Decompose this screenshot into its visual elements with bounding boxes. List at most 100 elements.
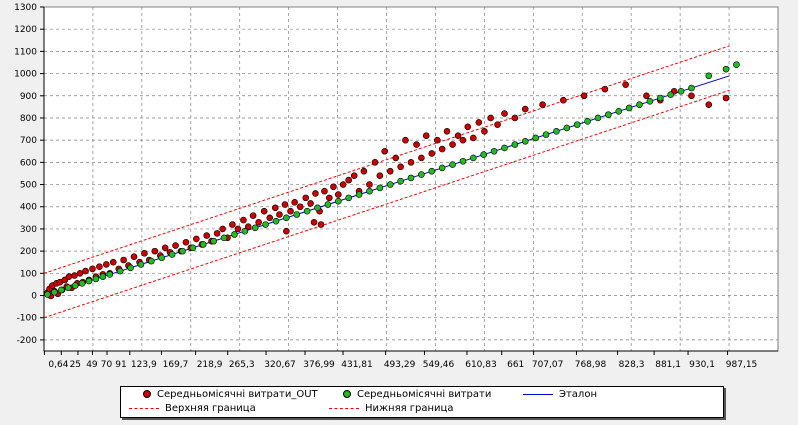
out-data-point: [310, 218, 318, 226]
x-tick-label: 987,15: [726, 360, 758, 370]
out-data-point: [291, 199, 298, 206]
legend-swatch-upper-dashed: [129, 407, 159, 409]
x-tick-label: 123,9: [131, 360, 157, 370]
actual-data-point: [199, 241, 207, 248]
out-data-point: [330, 183, 337, 191]
actual-data-point: [148, 257, 155, 265]
actual-data-point: [677, 88, 685, 95]
legend-item-lower: Нижняя граница: [329, 402, 453, 416]
out-data-point: [283, 227, 290, 235]
out-data-point: [151, 247, 159, 255]
legend-item-out: Середньомісячні витрати_OUT: [143, 388, 318, 402]
y-tick-label: 1000: [14, 70, 37, 80]
out-data-point: [511, 114, 519, 122]
out-data-point: [622, 81, 629, 88]
x-tick-label: 25: [70, 360, 81, 370]
actual-data-point: [573, 121, 581, 128]
legend-label-actual: Середньомісячні витрати: [357, 389, 492, 400]
out-data-point: [601, 85, 609, 93]
out-data-point: [161, 244, 169, 252]
out-data-point: [381, 147, 388, 155]
x-tick-label: 91: [115, 360, 126, 370]
out-data-point: [281, 201, 289, 208]
y-tick-label: 100: [20, 269, 37, 279]
actual-data-point: [705, 72, 713, 80]
y-tick-label: -200: [17, 336, 38, 346]
actual-data-point: [116, 267, 124, 275]
actual-data-point: [334, 197, 342, 205]
actual-data-point: [722, 65, 730, 73]
actual-data-point: [106, 271, 114, 278]
y-tick-label: 1100: [14, 47, 37, 57]
y-tick-label: 700: [20, 136, 37, 146]
out-data-point: [325, 194, 333, 202]
x-tick-label: 828,3: [619, 360, 645, 370]
actual-data-point: [220, 234, 228, 242]
x-tick-label: 610,83: [465, 360, 497, 370]
out-data-point: [334, 191, 342, 198]
actual-data-point: [78, 280, 86, 287]
out-data-point: [434, 136, 441, 144]
legend-label-lower: Нижняя граница: [365, 403, 454, 414]
x-tick-label: 549,46: [423, 360, 455, 370]
actual-data-point: [521, 137, 529, 145]
actual-data-point: [179, 247, 186, 255]
out-data-point: [141, 250, 148, 257]
out-data-point: [249, 212, 257, 219]
out-data-point: [470, 134, 477, 142]
actual-data-point: [542, 131, 550, 138]
actual-data-point: [85, 277, 93, 285]
out-data-point: [345, 176, 352, 184]
out-data-point: [705, 101, 713, 108]
actual-data-point: [667, 91, 674, 98]
x-tick-label: 49: [86, 360, 98, 370]
upper-bound-line: [43, 45, 730, 274]
actual-data-point: [314, 204, 321, 212]
out-data-point: [296, 203, 304, 211]
actual-data-point: [594, 114, 602, 122]
actual-data-point: [688, 84, 695, 92]
x-tick-label: 320,67: [264, 360, 296, 370]
actual-data-point: [231, 231, 238, 238]
out-data-point: [255, 218, 262, 226]
x-tick-label: 218,9: [197, 360, 223, 370]
out-data-point: [560, 96, 567, 104]
actual-data-point: [733, 61, 740, 69]
x-tick-label: 661: [507, 360, 524, 370]
out-data-point: [130, 253, 138, 260]
y-tick-label: 300: [20, 225, 37, 235]
out-data-point: [287, 207, 294, 215]
out-data-point: [103, 261, 110, 268]
out-data-point: [376, 172, 384, 179]
out-data-point: [229, 221, 236, 228]
actual-data-point: [189, 244, 197, 252]
actual-data-point: [303, 207, 311, 215]
actual-data-point: [251, 224, 259, 232]
actual-data-point: [272, 217, 280, 225]
out-data-point: [481, 127, 488, 135]
out-data-point: [501, 110, 508, 117]
out-data-point: [182, 238, 190, 246]
y-tick-label: -100: [17, 314, 38, 324]
y-tick-label: 0: [31, 292, 37, 302]
out-data-point: [413, 141, 420, 148]
actual-data-point: [656, 94, 664, 102]
out-data-point: [302, 194, 310, 202]
actual-data-point: [293, 211, 301, 218]
legend-swatch-red-dot: [143, 390, 151, 398]
out-data-point: [580, 92, 588, 100]
out-data-point: [213, 230, 221, 237]
out-data-point: [307, 200, 314, 207]
actual-data-point: [366, 187, 373, 195]
actual-data-point: [490, 147, 498, 155]
out-data-point: [276, 211, 283, 218]
x-tick-label: 431,81: [341, 360, 373, 370]
out-data-point: [464, 123, 472, 131]
actual-data-point: [64, 284, 72, 292]
out-data-point: [321, 187, 328, 195]
actual-data-point: [470, 154, 477, 162]
x-tick-label: 707,07: [532, 360, 564, 370]
actual-data-point: [407, 174, 415, 182]
legend-item-upper: Верхняя граница: [129, 402, 256, 416]
out-data-point: [494, 121, 501, 128]
